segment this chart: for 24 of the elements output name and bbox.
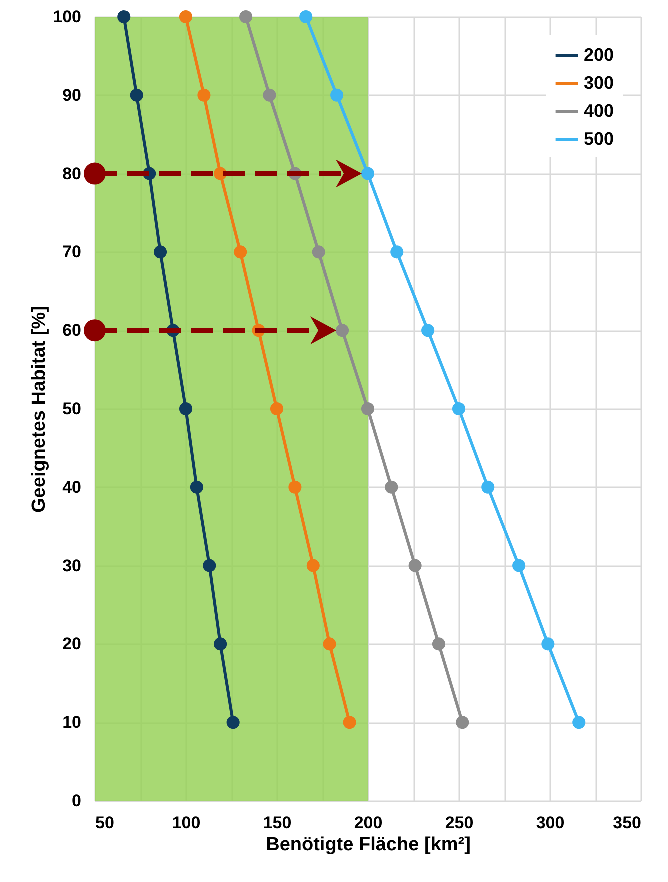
x-tick-label: 200 [354, 814, 383, 832]
y-tick-label: 50 [62, 400, 82, 418]
y-tick-label: 90 [62, 86, 82, 105]
y-tick-label: 100 [53, 8, 82, 26]
x-tick-label: 150 [263, 814, 292, 832]
x-tick-label: 300 [536, 814, 565, 832]
y-tick-label: 0 [72, 792, 82, 810]
y-tick-label: 40 [62, 478, 82, 497]
x-tick-label: 250 [445, 814, 474, 832]
legend-label: 200 [584, 45, 614, 65]
y-tick-label: 10 [62, 713, 82, 732]
x-tick-label: 100 [172, 814, 201, 832]
x-axis-title: Benötigte Fläche [km²] [266, 834, 471, 856]
legend-label: 400 [584, 101, 614, 121]
y-tick-label: 60 [62, 321, 82, 340]
y-tick-label: 30 [62, 556, 82, 576]
legend-label: 300 [584, 73, 614, 93]
x-tick-label: 50 [96, 814, 114, 832]
y-tick-label: 80 [62, 164, 82, 184]
x-tick-label: 350 [613, 814, 642, 832]
y-tick-label: 20 [62, 634, 82, 654]
legend-label: 500 [584, 129, 614, 149]
y-tick-label: 70 [62, 242, 82, 262]
y-axis-title: Geeignetes Habitat [%] [29, 306, 50, 513]
